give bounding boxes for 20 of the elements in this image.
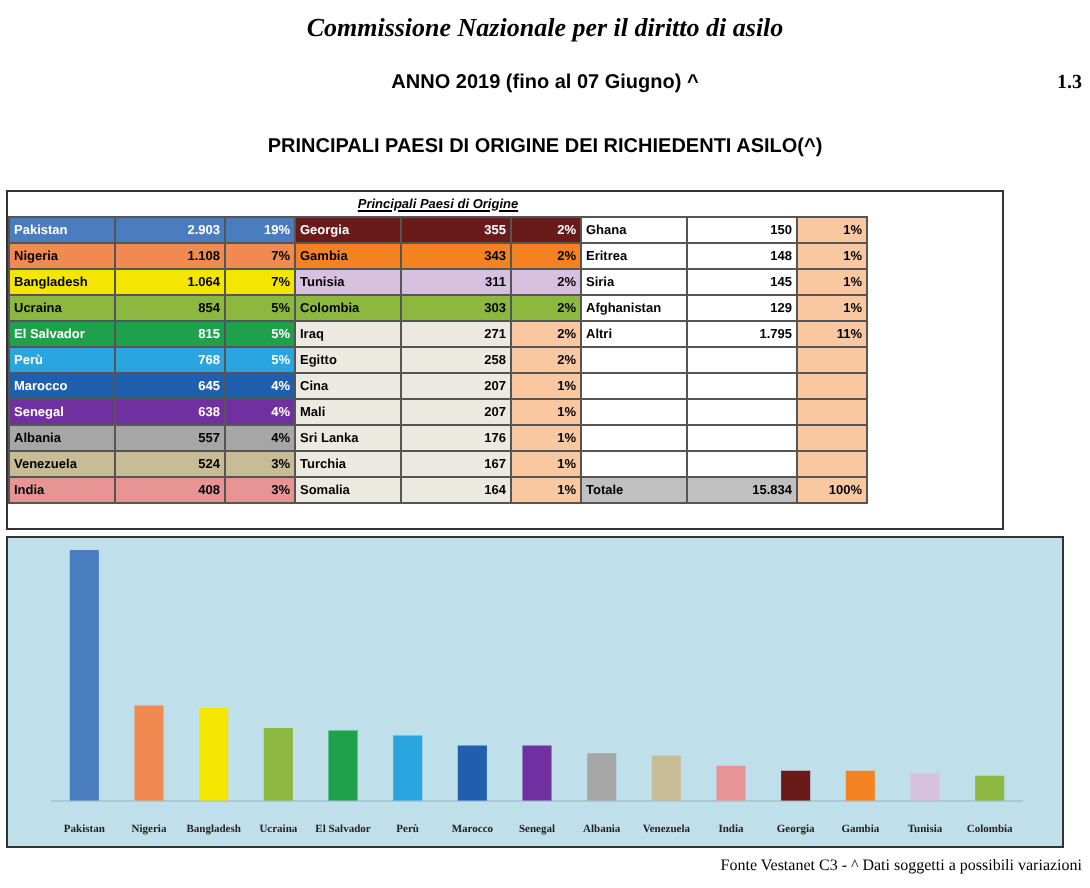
source-note: Fonte Vestanet C3 - ^ Dati soggetti a possibili variazioni	[720, 856, 1082, 874]
bar	[651, 755, 681, 801]
bar	[845, 770, 875, 801]
bar	[328, 730, 358, 801]
text: 1.3	[1057, 72, 1082, 94]
bar	[716, 765, 746, 801]
bar	[457, 745, 487, 801]
bar	[263, 728, 293, 801]
bar	[199, 708, 229, 801]
text: Commissione Nazionale per il diritto di asilo	[304, 12, 786, 44]
text: ANNO 2019 (fino al 07 Giugno) ^	[391, 72, 699, 94]
bar	[587, 753, 617, 801]
bar	[781, 770, 811, 801]
bar	[134, 705, 164, 801]
bar	[910, 773, 940, 801]
bar	[69, 550, 99, 801]
bar	[975, 775, 1005, 801]
bar	[522, 745, 552, 801]
bar	[393, 735, 423, 801]
text: PRINCIPALI PAESI DI ORIGINE DEI RICHIEDENTI ASILO(^)	[265, 136, 825, 158]
